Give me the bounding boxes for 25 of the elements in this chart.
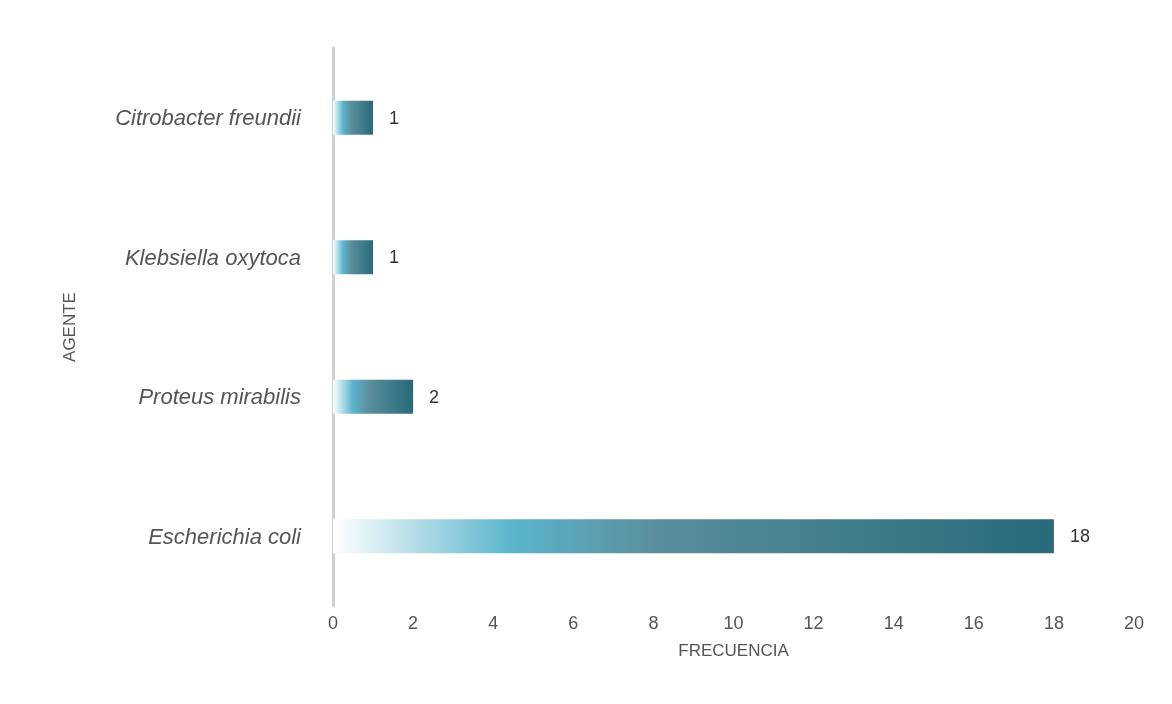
data-label: 18 (1069, 526, 1090, 547)
x-tick-label: 10 (723, 613, 744, 633)
x-tick-label: 20 (1123, 613, 1145, 633)
bar (333, 519, 1054, 554)
bar (333, 100, 374, 135)
bar (333, 379, 414, 414)
x-tick-label: 4 (488, 613, 499, 633)
y-tick-label: Proteus mirabilis (138, 384, 301, 410)
x-tick-label: 8 (648, 613, 659, 633)
x-tick-label: 16 (963, 613, 984, 633)
bar (333, 240, 374, 275)
x-axis-title: FRECUENCIA (678, 641, 790, 660)
x-tick-label: 12 (803, 613, 824, 633)
x-tick-label: 6 (568, 613, 579, 633)
x-tick-label: 18 (1043, 613, 1064, 633)
data-label: 1 (389, 107, 400, 128)
data-label: 1 (389, 247, 400, 268)
x-tick-label: 2 (408, 613, 419, 633)
x-tick-label: 14 (883, 613, 904, 633)
y-tick-label: Escherichia coli (148, 523, 303, 549)
y-tick-label: Klebsiella oxytoca (124, 244, 301, 270)
x-tick-label: 0 (327, 613, 339, 633)
data-label: 2 (429, 386, 440, 407)
y-tick-label: Citrobacter freundii (115, 105, 303, 131)
y-axis-title: AGENTE (60, 292, 79, 362)
